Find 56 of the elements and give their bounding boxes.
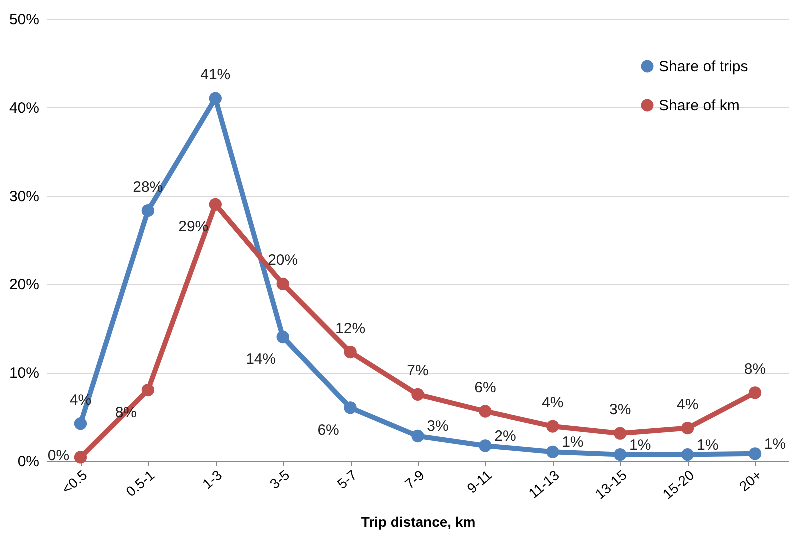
x-tick-label: 1-3	[199, 466, 226, 492]
x-tick-label: 3-5	[266, 466, 293, 492]
data-label: 8%	[744, 360, 766, 378]
x-axis-title: Trip distance, km	[361, 514, 476, 530]
data-label: 1%	[764, 436, 786, 453]
point	[546, 446, 560, 458]
data-label: 6%	[474, 379, 496, 396]
point	[142, 384, 155, 397]
data-label: 41%	[200, 66, 231, 84]
data-label: 14%	[246, 351, 276, 368]
y-tick-label: 40%	[9, 100, 40, 117]
point	[74, 418, 88, 430]
x-tick-label: 5-7	[334, 466, 360, 492]
y-tick-label: 10%	[9, 365, 40, 382]
point	[74, 451, 88, 464]
data-label: 0%	[48, 447, 70, 464]
x-tick-label: <0.5	[58, 466, 90, 497]
point	[614, 448, 627, 462]
data-label: 20%	[268, 252, 298, 270]
point	[681, 422, 694, 435]
data-label: 3%	[610, 402, 632, 419]
x-tick-label: 9-11	[464, 466, 496, 497]
point	[142, 204, 155, 218]
point	[276, 330, 290, 344]
data-label: 3%	[427, 418, 449, 436]
point	[344, 402, 357, 414]
data-label: 12%	[336, 320, 366, 338]
point	[681, 448, 694, 462]
y-tick-label: 30%	[9, 188, 40, 206]
point	[412, 388, 424, 402]
point	[546, 420, 560, 433]
point	[479, 440, 492, 452]
point	[748, 448, 762, 460]
data-label: 6%	[318, 422, 340, 439]
data-label: 1%	[630, 436, 652, 454]
y-tick-label: 0%	[18, 454, 40, 470]
legend-label: Share of trips	[659, 58, 748, 76]
point	[479, 405, 492, 418]
y-tick-label: 50%	[9, 12, 40, 28]
legend-label: Share of km	[659, 98, 740, 114]
point	[748, 386, 762, 400]
data-label: 4%	[542, 394, 564, 412]
point	[209, 92, 222, 105]
data-label: 1%	[696, 436, 719, 454]
point	[614, 427, 627, 440]
point	[412, 430, 424, 443]
y-tick-label: 20%	[9, 276, 40, 294]
data-label: 1%	[562, 434, 584, 452]
data-label: 4%	[676, 396, 699, 414]
point	[344, 346, 357, 359]
point	[209, 198, 222, 211]
x-tick-label: 7-9	[402, 466, 428, 492]
data-label: 2%	[494, 428, 516, 445]
x-tick-label: 20+	[736, 466, 765, 494]
point	[276, 278, 290, 291]
data-label: 7%	[407, 362, 429, 380]
